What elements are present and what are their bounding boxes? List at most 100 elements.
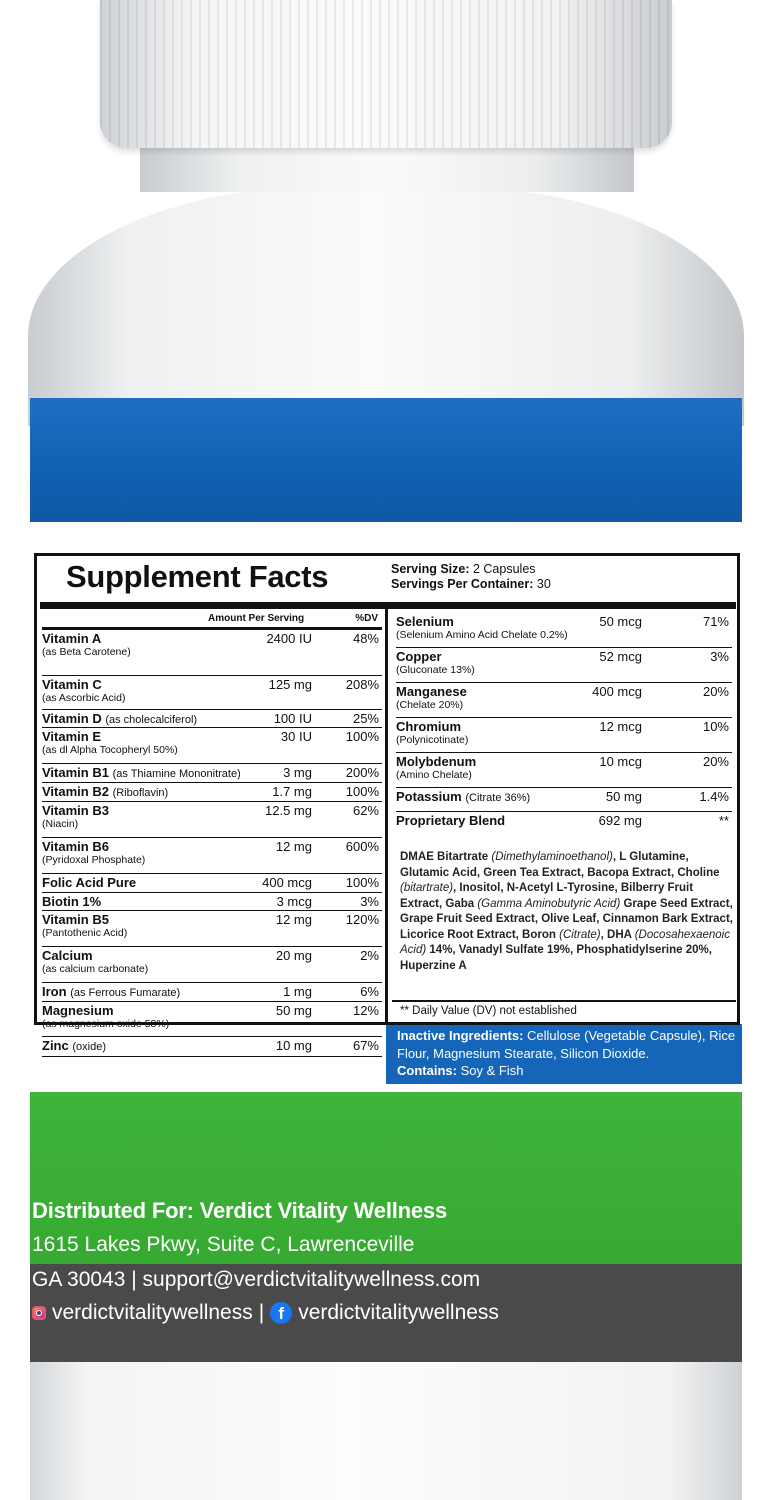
social-handles: verdictvitalitywellness | f verdictvital… <box>32 1301 499 1325</box>
nutrient-name: Calcium <box>42 948 93 963</box>
nutrient-amount: 3 mcg <box>276 894 312 909</box>
nutrient-row: Zinc (oxide) 10 mg 67% <box>42 1037 382 1057</box>
nutrient-amount: 20 mg <box>275 948 312 963</box>
bottle-neck <box>140 146 634 192</box>
dv-header: %DV <box>355 613 378 624</box>
inactive-text: Cellulose (Vegetable Capsule), Rice Flou… <box>397 1028 736 1061</box>
nutrient-name: Zinc (oxide) <box>42 1038 106 1054</box>
nutrient-amount: 30 IU <box>280 729 312 744</box>
distributor-contact: GA 30043 | support@verdictvitalitywellne… <box>32 1268 481 1291</box>
nutrient-dv: 100% <box>345 729 379 744</box>
facts-header-rule <box>42 627 382 630</box>
nutrient-list-right: Selenium (Selenium Amino Acid Chelate 0.2… <box>396 613 732 840</box>
nutrient-name: Folic Acid Pure <box>42 875 137 890</box>
nutrient-source: (as Ascorbic Acid) <box>42 692 126 704</box>
distributor-name: Distributed For: Verdict Vitality Wellne… <box>32 1198 448 1223</box>
nutrient-source: (Selenium Amino Acid Chelate 0.2%) <box>396 629 568 641</box>
servings-per-container-label: Servings Per Container: <box>391 577 534 591</box>
nutrient-amount: 125 mg <box>268 677 312 692</box>
nutrient-source: (Gluconate 13%) <box>396 664 475 676</box>
servings-per-container-value: 30 <box>536 577 551 591</box>
amount-per-serving-header: Amount Per Serving <box>208 613 305 624</box>
nutrient-dv: 2% <box>360 948 379 963</box>
nutrient-source: (as magnesium oxide 58%) <box>42 1018 170 1030</box>
nutrient-amount: 400 mcg <box>262 875 312 890</box>
nutrient-source: (Amino Chelate) <box>396 769 472 781</box>
inactive-ingredients: Inactive Ingredients: Cellulose (Vegetab… <box>397 1027 742 1080</box>
nutrient-name: Selenium <box>396 614 454 629</box>
nutrient-row: Potassium (Citrate 36%) 50 mg 1.4% <box>396 788 732 812</box>
nutrient-dv: 48% <box>352 631 379 646</box>
nutrient-name: Vitamin E <box>42 729 102 744</box>
nutrient-name: Vitamin A <box>42 631 102 646</box>
dv-note-rule <box>392 1000 736 1002</box>
nutrient-amount: 2400 IU <box>266 631 312 646</box>
nutrient-amount: 1.7 mg <box>272 784 312 799</box>
nutrient-row: Chromium (Polynicotinate) 12 mcg 10% <box>396 718 732 753</box>
nutrient-name: Molybdenum <box>396 754 477 769</box>
nutrient-source: (as Ferrous Fumarate) <box>70 987 181 999</box>
nutrient-name: Vitamin B6 <box>42 839 109 854</box>
nutrient-source: (as dl Alpha Tocopheryl 50%) <box>42 744 178 756</box>
nutrient-name: Manganese <box>396 684 467 699</box>
nutrient-row: Copper (Gluconate 13%) 52 mcg 3% <box>396 648 732 683</box>
label-dark-band <box>30 1264 742 1362</box>
nutrient-source: (Pyridoxal Phosphate) <box>42 854 146 866</box>
facts-column-divider <box>385 602 388 1022</box>
nutrient-dv: 100% <box>345 784 379 799</box>
nutrient-row: Vitamin B6 (Pyridoxal Phosphate) 12 mg 600% <box>42 838 382 874</box>
nutrient-row: Vitamin B2 (Riboflavin) 1.7 mg 100% <box>42 783 382 802</box>
nutrient-dv: 200% <box>345 765 379 780</box>
nutrient-row: Proprietary Blend 692 mg ** <box>396 812 732 840</box>
nutrient-source: (oxide) <box>72 1041 106 1053</box>
serving-size-value: 2 Capsules <box>472 562 536 576</box>
nutrient-amount: 3 mg <box>283 765 312 780</box>
facebook-icon: f <box>270 1302 293 1324</box>
nutrient-source: (Polynicotinate) <box>396 734 469 746</box>
nutrient-list-left: Vitamin A (as Beta Carotene) 2400 IU 48% Vit… <box>42 630 382 1057</box>
nutrient-source: (Riboflavin) <box>112 787 169 799</box>
label-green-band <box>30 1092 742 1264</box>
nutrient-name: Copper <box>396 649 442 664</box>
nutrient-row: Vitamin B3 (Niacin) 12.5 mg 62% <box>42 802 382 838</box>
nutrient-name: Potassium (Citrate 36%) <box>396 789 531 805</box>
nutrient-amount: 12 mg <box>275 839 312 854</box>
nutrient-row: Folic Acid Pure 400 mcg 100% <box>42 874 382 893</box>
nutrient-amount: 12 mg <box>275 912 312 927</box>
nutrient-dv: 3% <box>710 649 729 664</box>
nutrient-dv: 6% <box>360 984 379 999</box>
nutrient-dv: 600% <box>345 839 379 854</box>
nutrient-dv: 100% <box>345 875 379 890</box>
serving-size-label: Serving Size: <box>391 562 470 576</box>
nutrient-name: Vitamin C <box>42 677 102 692</box>
nutrient-row: Vitamin B1 (as Thiamine Mononitrate) 3 mg… <box>42 764 382 783</box>
nutrient-row: Vitamin D (as cholecalciferol) 100 IU 25% <box>42 710 382 728</box>
nutrient-amount: 1 mg <box>283 984 312 999</box>
nutrient-source: (as calcium carbonate) <box>42 963 149 975</box>
nutrient-name: Vitamin B5 <box>42 912 109 927</box>
inactive-ingredients-strip <box>386 1024 742 1084</box>
nutrient-row: Manganese (Chelate 20%) 400 mcg 20% <box>396 683 732 718</box>
nutrient-name: Magnesium <box>42 1003 114 1018</box>
nutrient-row: Vitamin C (as Ascorbic Acid) 125 mg 208% <box>42 676 382 710</box>
nutrient-amount: 100 IU <box>273 711 312 726</box>
nutrient-row: Vitamin B5 (Pantothenic Acid) 12 mg 120% <box>42 911 382 947</box>
label-blue-band <box>30 398 742 522</box>
nutrient-amount: 10 mg <box>275 1038 312 1053</box>
nutrient-name: Vitamin B1 (as Thiamine Mononitrate) <box>42 765 241 781</box>
nutrient-source: (Chelate 20%) <box>396 699 464 711</box>
nutrient-dv: 120% <box>345 912 379 927</box>
nutrient-source: (Citrate 36%) <box>465 792 531 804</box>
nutrient-name: Iron (as Ferrous Fumarate) <box>42 984 181 1000</box>
nutrient-source: (as Thiamine Mononitrate) <box>112 768 241 780</box>
nutrient-name: Proprietary Blend <box>396 813 506 828</box>
nutrient-dv: 71% <box>702 614 729 629</box>
proprietary-blend-ingredients: DMAE Bitartrate (Dimethylaminoethanol), … <box>400 851 733 972</box>
nutrient-dv: 1.4% <box>699 789 729 804</box>
nutrient-amount: 10 mcg <box>599 754 642 769</box>
nutrient-row: Iron (as Ferrous Fumarate) 1 mg 6% <box>42 983 382 1002</box>
nutrient-dv: 3% <box>360 894 379 909</box>
contains-text: Soy & Fish <box>456 1063 524 1078</box>
nutrient-row: Molybdenum (Amino Chelate) 10 mcg 20% <box>396 753 732 788</box>
nutrient-dv: ** <box>718 813 729 828</box>
